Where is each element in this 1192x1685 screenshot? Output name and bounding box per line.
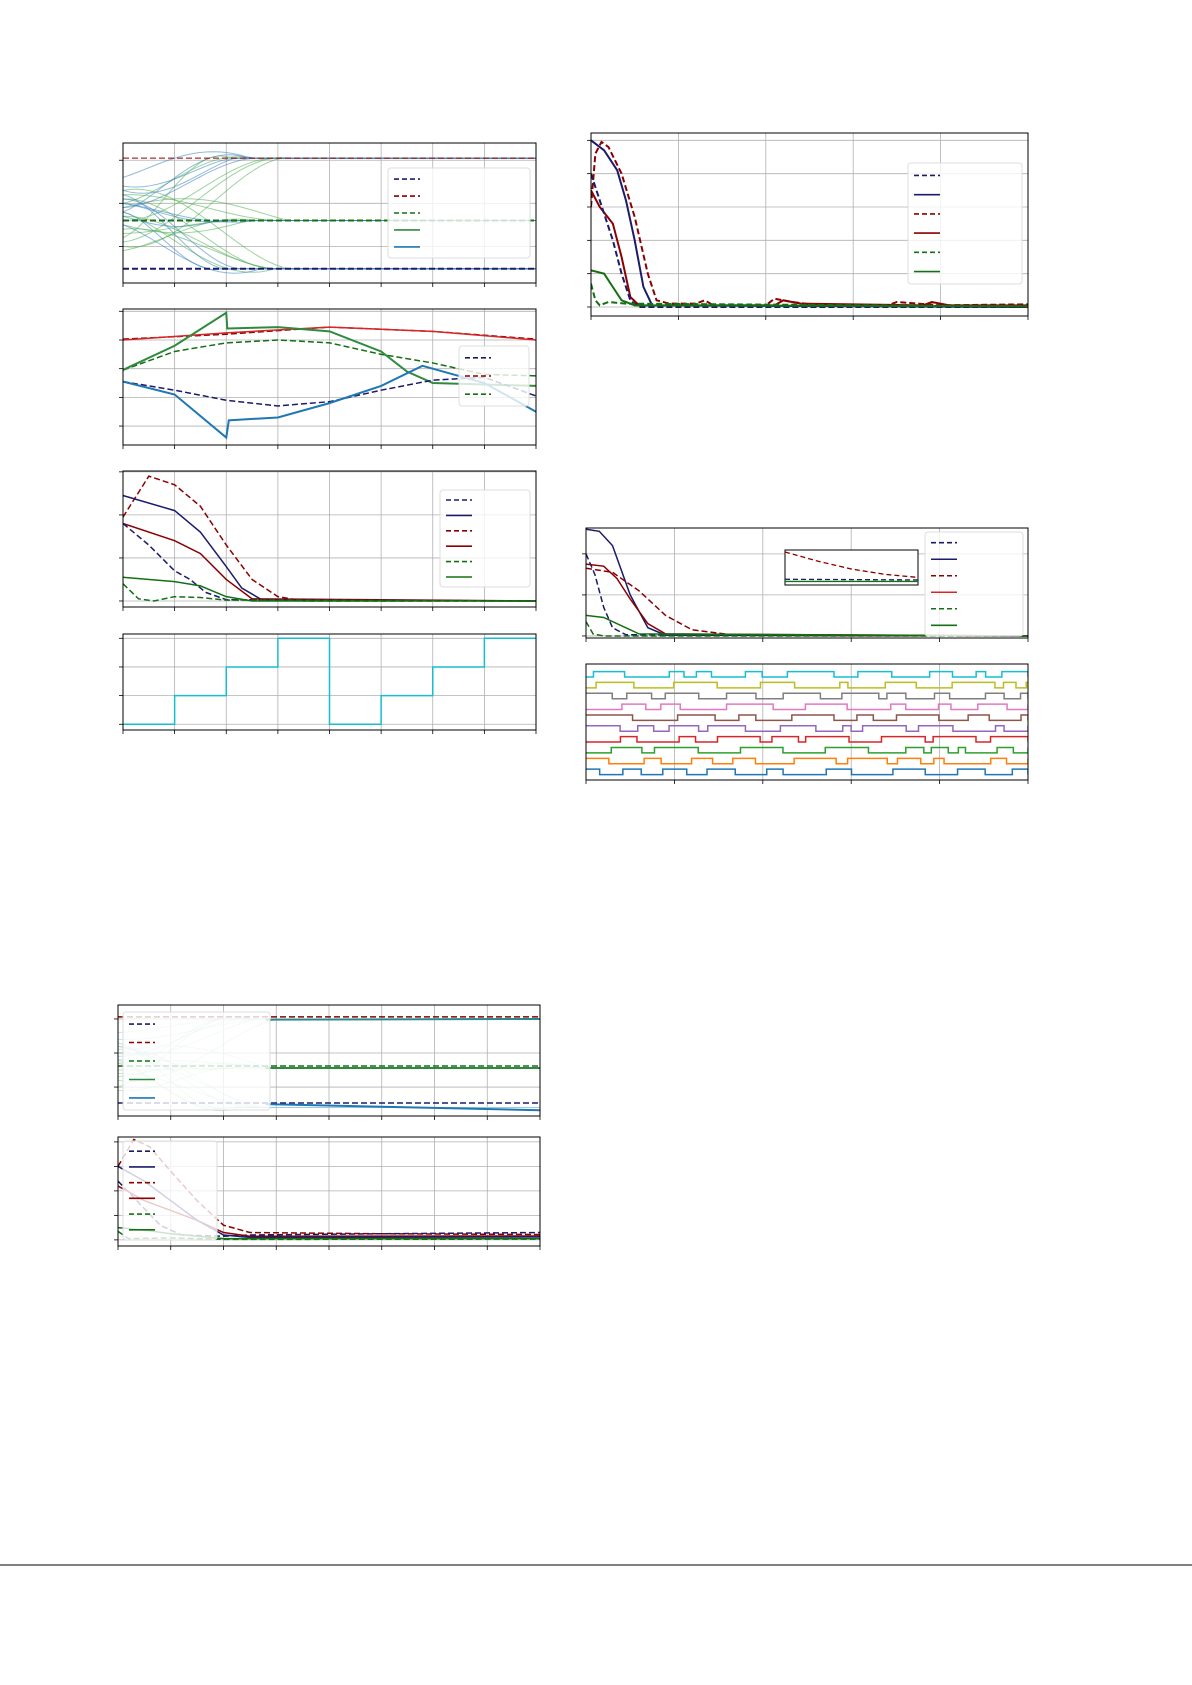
series-line — [591, 139, 1028, 308]
signal-line — [586, 757, 1028, 765]
chart-left-f — [114, 1136, 541, 1250]
series-line — [591, 283, 1028, 308]
series-line — [118, 1180, 540, 1237]
series-line — [591, 269, 1028, 308]
axes-frame — [122, 308, 537, 446]
series-line — [591, 173, 1028, 308]
inset-series-line — [784, 578, 919, 581]
legend — [458, 345, 530, 407]
chart-right-b — [582, 527, 1029, 642]
plot-area — [123, 637, 536, 726]
series-line — [123, 376, 536, 407]
legend-box — [439, 489, 531, 588]
plot-area — [586, 528, 1028, 637]
series-line — [586, 528, 1028, 637]
chart-left-b — [119, 308, 537, 449]
axes-frame — [585, 663, 1029, 781]
series-line — [123, 310, 536, 387]
series-line — [265, 1017, 540, 1021]
legend — [439, 489, 531, 588]
legend-box — [122, 1011, 271, 1111]
axes-frame — [117, 1004, 541, 1117]
legend-box — [122, 1140, 218, 1241]
chart-right-a — [587, 132, 1029, 320]
chart-left-a — [119, 142, 537, 287]
legend-box — [924, 531, 1024, 637]
axes-frame — [585, 527, 1029, 639]
axes-frame — [122, 470, 537, 608]
chart-left-d — [119, 633, 537, 734]
legend — [122, 1140, 218, 1241]
series-line — [123, 364, 536, 440]
series-line — [586, 614, 1028, 637]
axes-frame — [122, 142, 537, 284]
axes-frame — [117, 1136, 541, 1247]
signal-line — [586, 714, 1028, 722]
chart-left-c — [119, 470, 537, 611]
legend-box — [387, 167, 531, 259]
axes-frame — [590, 132, 1029, 317]
signal-line — [586, 681, 1028, 689]
legend-box — [907, 162, 1023, 285]
series-line — [123, 583, 536, 602]
series-line — [586, 553, 1028, 637]
plot-area — [586, 670, 1028, 776]
series-line — [123, 637, 536, 726]
signal-line — [586, 746, 1028, 754]
series-line — [265, 1103, 540, 1112]
series-line — [586, 621, 1028, 637]
plot-area — [123, 475, 536, 602]
inset-axes — [784, 549, 919, 586]
signal-line — [586, 768, 1028, 776]
legend — [387, 167, 531, 259]
plot-area — [118, 1016, 540, 1112]
chart-left-e — [114, 1004, 541, 1120]
series-line — [123, 522, 536, 602]
chart-right-c — [585, 663, 1029, 784]
signal-line — [586, 670, 1028, 678]
inset-series-line — [784, 551, 919, 579]
signal-line — [586, 692, 1028, 700]
legend — [122, 1011, 271, 1111]
plot-area — [591, 139, 1028, 308]
legend — [924, 531, 1024, 637]
signal-line — [586, 735, 1028, 743]
signal-line — [586, 703, 1028, 711]
legend — [907, 162, 1023, 285]
signal-line — [586, 725, 1028, 732]
axes-frame — [122, 633, 537, 731]
legend-box — [458, 345, 530, 407]
